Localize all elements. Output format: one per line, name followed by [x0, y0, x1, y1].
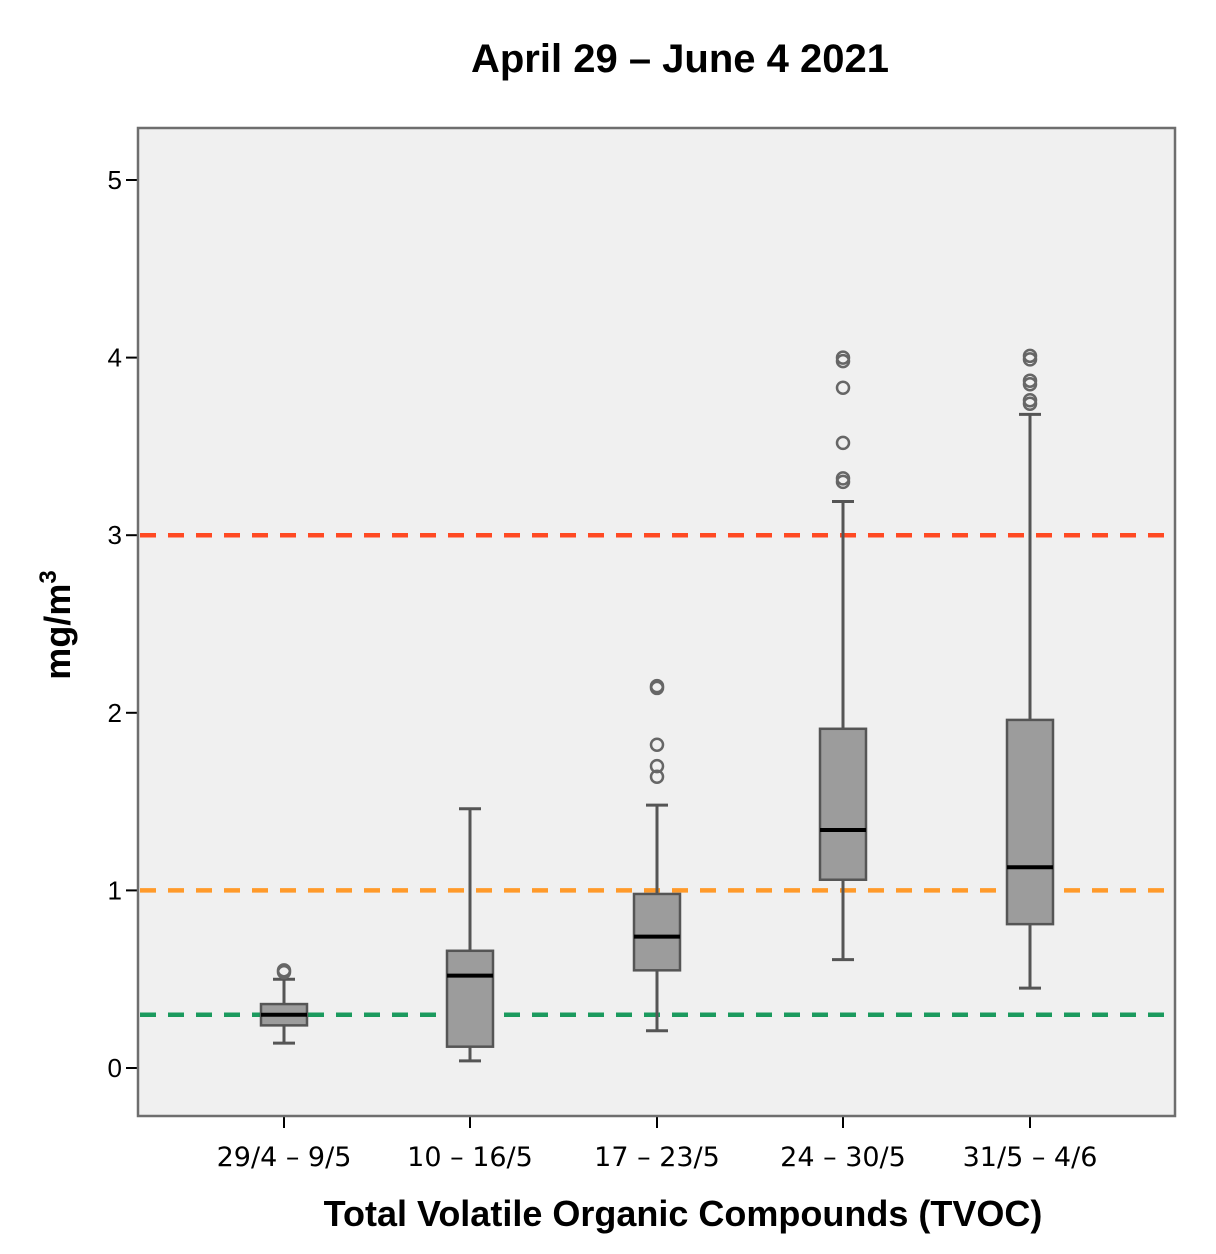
- y-tick-label: 5: [108, 165, 122, 195]
- outlier-point: [649, 769, 665, 784]
- outlier-point: [1022, 348, 1038, 364]
- x-tick-label: 17 – 23/5: [594, 1142, 720, 1173]
- y-tick-label: 4: [108, 343, 122, 373]
- box-group: [818, 350, 868, 962]
- iqr-box: [632, 892, 682, 972]
- y-axis-label: mg/m3: [35, 570, 78, 679]
- y-tick-label: 0: [108, 1053, 122, 1083]
- y-tick-label: 3: [108, 520, 122, 550]
- outlier-point: [835, 471, 851, 486]
- y-axis-label-superscript: 3: [35, 570, 62, 583]
- box-group: [445, 807, 495, 1063]
- outlier-point: [649, 737, 665, 753]
- box-group: [1005, 348, 1055, 990]
- outlier-point: [835, 380, 851, 396]
- y-axis-label-unit: mg/m: [37, 584, 78, 680]
- x-axis: 29/4 – 9/5 10 – 16/5 17 – 23/5 24 – 30/5 31/…: [217, 1116, 1098, 1173]
- outlier-point: [835, 350, 851, 365]
- x-tick-label: 10 – 16/5: [407, 1142, 533, 1173]
- outlier-point: [276, 963, 292, 978]
- y-axis: 0 1 2 3 4 5: [108, 165, 138, 1083]
- outlier-point: [835, 435, 851, 451]
- x-tick-label: 31/5 – 4/6: [963, 1142, 1098, 1173]
- box-group: [259, 963, 309, 1045]
- y-tick-label: 2: [108, 698, 122, 728]
- outlier-point: [649, 678, 665, 694]
- plot-frame: [136, 126, 1177, 1118]
- iqr-box: [1005, 718, 1055, 926]
- x-axis-label: Total Volatile Organic Compounds (TVOC): [324, 1193, 1043, 1234]
- y-tick-label: 1: [108, 875, 122, 905]
- outlier-point: [1022, 392, 1038, 408]
- x-tick-label: 29/4 – 9/5: [217, 1142, 352, 1173]
- x-tick-label: 24 – 30/5: [780, 1142, 906, 1173]
- outlier-point: [1022, 373, 1038, 388]
- boxplot-series: [259, 348, 1055, 1063]
- iqr-box: [818, 727, 868, 881]
- iqr-box: [445, 949, 495, 1048]
- chart-title: April 29 – June 4 2021: [471, 37, 889, 81]
- outlier-point: [649, 758, 665, 774]
- box-group: [632, 678, 682, 1033]
